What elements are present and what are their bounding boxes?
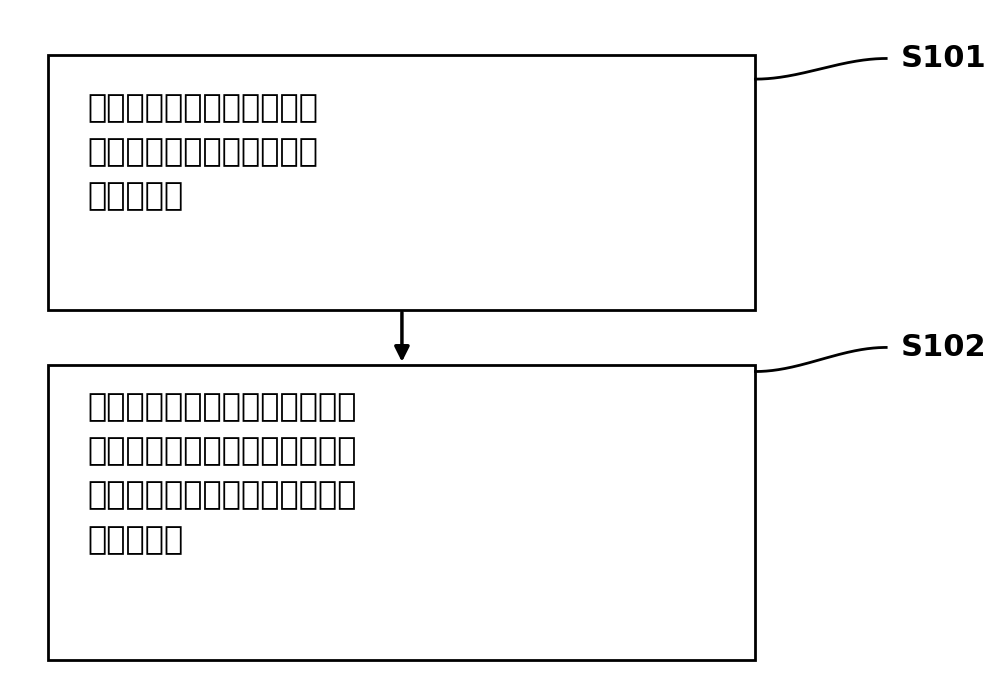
FancyBboxPatch shape <box>48 365 755 660</box>
Text: S102: S102 <box>901 333 986 362</box>
Text: 制备含钪氧化物喷涂材料，
所述含钪氧化物喷涂材料为
含钪碳酸盐: 制备含钪氧化物喷涂材料， 所述含钪氧化物喷涂材料为 含钪碳酸盐 <box>87 93 318 213</box>
FancyBboxPatch shape <box>48 55 755 310</box>
Text: 采用等离子喷涂方法将所述含钪
氧化物喷涂材料喷涂至阴极基底
上，形成低温大电流密度含钪氧
化物阴极。: 采用等离子喷涂方法将所述含钪 氧化物喷涂材料喷涂至阴极基底 上，形成低温大电流密… <box>87 392 357 556</box>
Text: S101: S101 <box>901 44 986 73</box>
